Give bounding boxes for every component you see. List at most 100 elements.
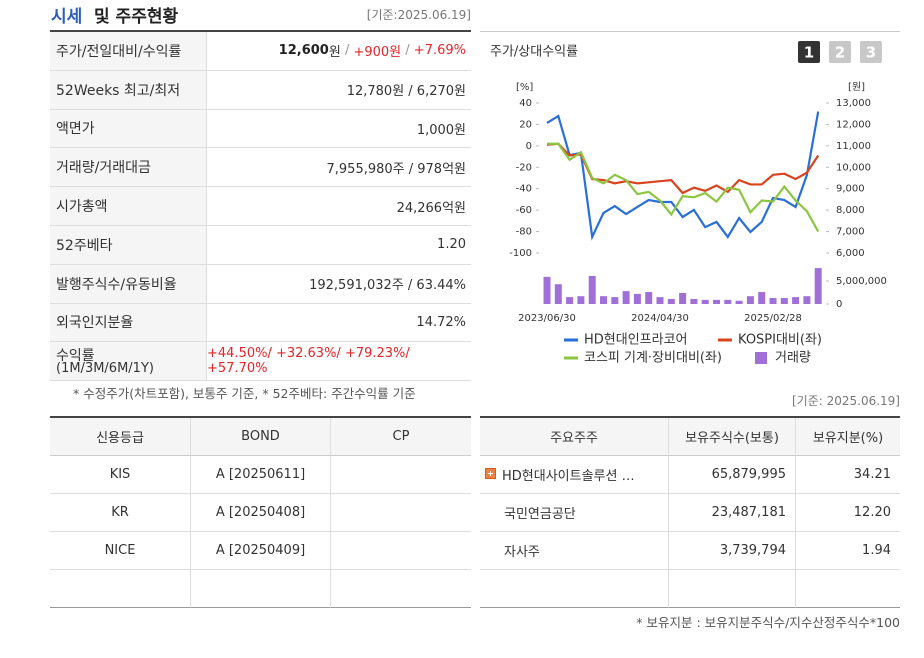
table-cell: A [20250409] xyxy=(190,532,330,570)
legend-label: 코스피 기계·장비대비(좌) xyxy=(584,351,722,366)
x-tick-label: 2024/04/30 xyxy=(631,313,689,324)
table-cell: 23,487,181 xyxy=(668,494,795,532)
footnote: * 보유지분 : 보유지분주식수/지수산정주식수*100 xyxy=(636,615,900,630)
header-cell: 보유주식수(보통) xyxy=(668,418,795,456)
y2-tick-label: 11,000 xyxy=(836,141,871,152)
volume-bar xyxy=(667,298,675,304)
volume-bar xyxy=(769,298,777,304)
label-cell: 거래량/거래대금 xyxy=(50,148,207,188)
table-cell: 국민연금공단 xyxy=(480,494,668,532)
volume-bar xyxy=(758,292,766,304)
chart-button[interactable] xyxy=(829,41,851,63)
volume-bar xyxy=(713,299,720,304)
table-cell xyxy=(190,570,330,608)
label-cell: 액면가 xyxy=(50,109,207,149)
value-cell: +44.50%/ +32.63%/ +79.23%/ +57.70% xyxy=(207,342,471,382)
volume-bar xyxy=(633,293,641,304)
volume-bar xyxy=(588,275,596,304)
label-cell: 시가총액 xyxy=(50,187,207,226)
table-cell: KIS xyxy=(50,456,190,494)
chart-button-label: 2 xyxy=(835,44,845,62)
y2-axis-unit: [원] xyxy=(848,81,865,93)
table-cell: 12.20 xyxy=(795,494,900,532)
volume-bar xyxy=(690,298,698,304)
y2-tick-label: 7,000 xyxy=(836,227,865,238)
volume-bar xyxy=(577,296,585,304)
footnote: * 수정주가(차트포함), 보통주 기준, * 52주베타: 주간수익률 기준 xyxy=(73,386,416,401)
y2-tick-label: 6,000 xyxy=(836,248,865,259)
y-tick-label: -100 xyxy=(509,248,532,259)
volume-bar xyxy=(780,298,788,304)
header-cell: CP xyxy=(330,418,471,456)
table-cell xyxy=(330,532,471,570)
volume-tick-label: 0 xyxy=(836,299,842,310)
value-cell: 7,955,980주 / 978억원 xyxy=(207,148,471,188)
expand-icon[interactable] xyxy=(485,468,496,479)
value-cell: 24,266억원 xyxy=(207,187,471,226)
volume-bar xyxy=(735,300,743,304)
legend-label: HD현대인프라코어 xyxy=(584,333,688,348)
table-cell xyxy=(795,570,900,608)
volume-bar xyxy=(792,297,800,304)
chart-button[interactable] xyxy=(860,41,882,63)
label-cell: 52Weeks 최고/최저 xyxy=(50,70,207,110)
volume-bar xyxy=(746,296,754,304)
value-part: / xyxy=(340,43,354,59)
volume-bar xyxy=(803,296,811,304)
row-sublabel: (1M/3M/6M/1Y) xyxy=(56,361,154,377)
title: 및 주주현황 xyxy=(94,7,179,27)
y-tick-label: 0 xyxy=(526,141,532,152)
chart-button[interactable] xyxy=(798,41,820,63)
y-tick-label: -60 xyxy=(516,205,532,216)
y-axis-unit: [%] xyxy=(516,82,533,93)
value-cell: 14.72% xyxy=(207,304,471,343)
value-part: +7.69% xyxy=(413,43,466,59)
chart-title: 주가/상대수익률 xyxy=(490,45,578,60)
value-cell: 192,591,032주 / 63.44% xyxy=(207,265,471,304)
volume-bar xyxy=(656,297,664,304)
y-tick-label: -40 xyxy=(516,184,532,195)
series-line xyxy=(547,142,820,233)
volume-bar xyxy=(566,297,574,304)
value-part: +900원 xyxy=(353,45,402,61)
label-cell: 발행주식수/유동비율 xyxy=(50,264,207,304)
label-cell: 52주베타 xyxy=(50,226,207,265)
table-cell: 3,739,794 xyxy=(668,532,795,570)
table-cell xyxy=(480,570,668,608)
table-cell xyxy=(330,494,471,532)
legend-swatch xyxy=(755,352,767,364)
title-highlight: 시세 xyxy=(51,7,83,27)
basis-date: [기준:2025.06.19] xyxy=(366,8,471,22)
y-tick-label: 20 xyxy=(519,119,532,130)
basis-date: [기준: 2025.06.19] xyxy=(791,394,900,408)
value-cell: 12,600 원 / +900원 / +7.69% xyxy=(207,32,471,71)
table-border xyxy=(50,30,471,32)
header-cell: 신용등급 xyxy=(50,418,190,456)
y-tick-label: -80 xyxy=(516,227,532,238)
legend-label: 거래량 xyxy=(775,351,811,366)
table-cell xyxy=(330,456,471,494)
table-cell xyxy=(668,570,795,608)
table-cell: A [20250408] xyxy=(190,494,330,532)
y2-tick-label: 13,000 xyxy=(836,98,871,109)
y2-tick-label: 12,000 xyxy=(836,119,871,130)
volume-bar xyxy=(724,299,732,304)
label-cell xyxy=(50,342,207,382)
label-cell: 외국인지분율 xyxy=(50,303,207,343)
value-cell: 12,780원 / 6,270원 xyxy=(207,71,471,110)
row-label: 수익률 xyxy=(56,348,95,365)
table-cell xyxy=(50,570,190,608)
header-cell: BOND xyxy=(190,418,330,456)
volume-bar xyxy=(543,276,551,304)
chart-button-label: 1 xyxy=(804,44,814,62)
y-tick-label: -20 xyxy=(516,162,532,173)
header-cell: 주요주주 xyxy=(480,418,668,456)
y2-tick-label: 10,000 xyxy=(836,162,871,173)
volume-bar xyxy=(701,299,709,304)
legend-label: KOSPI대비(좌) xyxy=(738,333,822,348)
table-border xyxy=(480,416,900,418)
x-tick-label: 2023/06/30 xyxy=(518,313,576,324)
table-border xyxy=(50,416,471,418)
